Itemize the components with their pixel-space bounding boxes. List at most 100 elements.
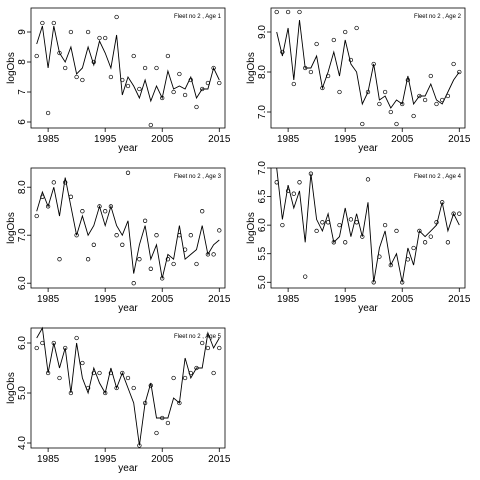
observation-point (80, 360, 85, 366)
observation-point (148, 266, 153, 271)
y-tick-label: 8.0 (17, 180, 28, 194)
x-tick-label: 2005 (151, 454, 174, 465)
observation-point (211, 370, 216, 376)
x-tick-label: 2015 (208, 454, 231, 465)
observation-point (108, 204, 114, 209)
observation-point (337, 222, 342, 228)
observation-point (365, 177, 371, 182)
y-tick-label: 5.5 (257, 246, 268, 260)
observation-point (125, 375, 131, 381)
observation-point (303, 274, 308, 279)
observation-point (125, 170, 131, 175)
observation-point (74, 335, 79, 341)
fitted-line (36, 25, 220, 103)
observation-point (182, 375, 188, 381)
x-tick-label: 1995 (334, 294, 357, 305)
x-tick-label: 1985 (37, 294, 60, 305)
observation-point (343, 29, 348, 35)
panel-4: Fleet no 2 , Age 4 1985 1995 2005 2015 5.0 5.5… (246, 161, 471, 314)
panel-title: Fleet no 2 , Age 1 (174, 14, 222, 20)
panel-3: Fleet no 2 , Age 3 1985 1995 2005 2015 6.0 7.0… (6, 167, 231, 314)
observation-point (451, 211, 456, 216)
observation-point (125, 83, 131, 89)
observation-point (422, 240, 428, 245)
plot-frame (30, 167, 226, 289)
observation-point (97, 204, 102, 209)
y-tick-label: 6 (17, 119, 28, 125)
x-axis-label: year (118, 143, 138, 154)
observation-point (74, 74, 79, 80)
panel-1: Fleet no 2 , Age 1 1985 1995 2005 2015 6 7 8 9 ye… (6, 7, 231, 154)
observation-point (348, 217, 354, 222)
observation-point (177, 71, 182, 77)
observation-point (120, 370, 125, 376)
x-tick-label: 2005 (391, 134, 414, 145)
observation-point (211, 65, 216, 71)
observation-point (114, 385, 119, 391)
observation-point (80, 77, 85, 83)
observation-point (194, 261, 199, 267)
observation-point (131, 385, 136, 391)
observation-point (40, 20, 45, 26)
x-axis-label: year (118, 303, 138, 314)
y-tick-label: 7.0 (257, 161, 268, 175)
observation-point (103, 35, 108, 41)
x-axis-label: year (358, 143, 378, 154)
observation-point (103, 209, 108, 214)
observation-point (114, 233, 119, 238)
observation-point (360, 121, 365, 127)
observation-point (348, 57, 354, 63)
observation-point (182, 92, 188, 98)
x-tick-label: 1985 (37, 454, 60, 465)
y-tick-label: 6.5 (257, 189, 268, 203)
observation-point (165, 53, 171, 59)
panel-2: Fleet no 2 , Age 2 1985 1995 2005 2015 7.0 8.0… (246, 7, 471, 154)
panel-5: Fleet no 2 , Age 5 1985 1995 2005 2015 4.0 5.0… (6, 326, 231, 474)
observation-point (377, 101, 382, 107)
y-tick-label: 8.0 (257, 65, 268, 79)
observation-point (51, 20, 56, 26)
observation-point (80, 209, 85, 214)
x-tick-label: 2005 (151, 294, 174, 305)
plot-frame (270, 167, 466, 289)
observation-point (40, 340, 45, 346)
observation-point (320, 220, 325, 225)
x-tick-label: 1995 (94, 134, 117, 145)
observation-point (217, 80, 222, 86)
observation-point (51, 180, 56, 185)
y-tick-label: 9 (17, 29, 28, 35)
y-axis-label: logObs (6, 212, 17, 244)
observation-point (114, 14, 119, 20)
observation-point (394, 121, 399, 127)
x-tick-label: 2015 (448, 294, 471, 305)
observation-point (200, 340, 205, 346)
x-tick-label: 1985 (277, 294, 300, 305)
observation-point (45, 110, 51, 116)
observation-point (205, 345, 211, 351)
panel-title: Fleet no 2 , Age 5 (174, 334, 222, 340)
fitted-line (276, 167, 460, 283)
observation-point (217, 345, 222, 351)
observation-point (131, 53, 136, 59)
plot-frame (30, 327, 226, 449)
observation-point (331, 37, 336, 43)
panel-title: Fleet no 2 , Age 3 (174, 174, 222, 180)
x-tick-label: 1995 (94, 294, 117, 305)
observation-point (274, 9, 279, 15)
observation-point (211, 252, 216, 257)
x-tick-label: 2005 (391, 294, 414, 305)
observation-point (280, 222, 285, 228)
observation-point (314, 41, 319, 47)
observation-point (142, 65, 148, 71)
y-tick-label: 6.0 (17, 336, 28, 350)
observation-point (297, 180, 302, 185)
x-tick-label: 2005 (151, 134, 174, 145)
panel-title: Fleet no 2 , Age 2 (414, 14, 462, 20)
y-tick-label: 8 (17, 59, 28, 65)
fitted-line (276, 19, 460, 109)
x-tick-label: 1985 (277, 134, 300, 145)
observation-point (97, 35, 102, 41)
observation-point (165, 257, 171, 262)
fitted-line (36, 326, 220, 446)
observation-point (154, 233, 159, 238)
